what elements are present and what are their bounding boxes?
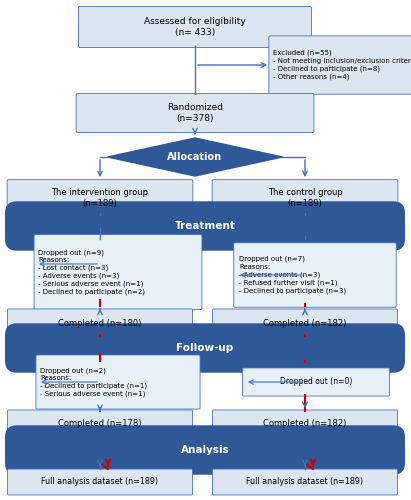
FancyBboxPatch shape: [7, 410, 192, 438]
FancyBboxPatch shape: [7, 180, 193, 216]
Text: Analysis: Analysis: [180, 445, 229, 455]
FancyBboxPatch shape: [79, 6, 312, 48]
FancyBboxPatch shape: [7, 309, 192, 337]
FancyBboxPatch shape: [34, 234, 202, 310]
Text: Randomized
(n=378): Randomized (n=378): [167, 103, 223, 123]
Text: Allocation: Allocation: [167, 152, 223, 162]
Text: Excluded (n=55)
- Not meeting inclusion/exclusion criteria (n=43)
- Declined to : Excluded (n=55) - Not meeting inclusion/…: [273, 50, 411, 80]
FancyBboxPatch shape: [212, 469, 397, 495]
Text: Completed (n=182): Completed (n=182): [263, 420, 347, 428]
FancyBboxPatch shape: [269, 36, 411, 94]
Text: Follow-up: Follow-up: [176, 343, 233, 353]
FancyBboxPatch shape: [212, 180, 398, 216]
Text: Dropped out (n=9)
Reasons:
- Lost contact (n=3)
- Adverse events (n=3)
- Serious: Dropped out (n=9) Reasons: - Lost contac…: [38, 249, 145, 295]
Polygon shape: [108, 138, 282, 176]
Text: Completed (n=180): Completed (n=180): [58, 318, 142, 328]
Text: The control group
(n=189): The control group (n=189): [268, 188, 342, 208]
FancyBboxPatch shape: [5, 324, 405, 372]
Text: Dropped out (n=2)
Reasons:
- Declined to participate (n=1)
- Serious adverse eve: Dropped out (n=2) Reasons: - Declined to…: [40, 367, 147, 397]
Text: Full analysis dataset (n=189): Full analysis dataset (n=189): [42, 478, 159, 486]
FancyBboxPatch shape: [76, 94, 314, 132]
FancyBboxPatch shape: [242, 368, 390, 396]
Text: Assessed for eligibility
(n= 433): Assessed for eligibility (n= 433): [144, 17, 246, 37]
Text: Dropped out (n=0): Dropped out (n=0): [280, 378, 352, 386]
FancyBboxPatch shape: [234, 243, 396, 307]
Text: Completed (n=178): Completed (n=178): [58, 420, 142, 428]
FancyBboxPatch shape: [36, 355, 200, 409]
FancyBboxPatch shape: [212, 410, 397, 438]
Text: Dropped out (n=7)
Reasons:
- Adverse events (n=3)
- Refused further visit (n=1)
: Dropped out (n=7) Reasons: - Adverse eve…: [239, 256, 346, 294]
FancyBboxPatch shape: [212, 309, 397, 337]
FancyBboxPatch shape: [5, 426, 405, 474]
Text: Full analysis dataset (n=189): Full analysis dataset (n=189): [247, 478, 364, 486]
Text: The intervention group
(n=189): The intervention group (n=189): [51, 188, 148, 208]
Text: Completed (n=182): Completed (n=182): [263, 318, 347, 328]
FancyBboxPatch shape: [7, 469, 192, 495]
FancyBboxPatch shape: [5, 202, 405, 250]
Text: Treatment: Treatment: [175, 221, 236, 231]
